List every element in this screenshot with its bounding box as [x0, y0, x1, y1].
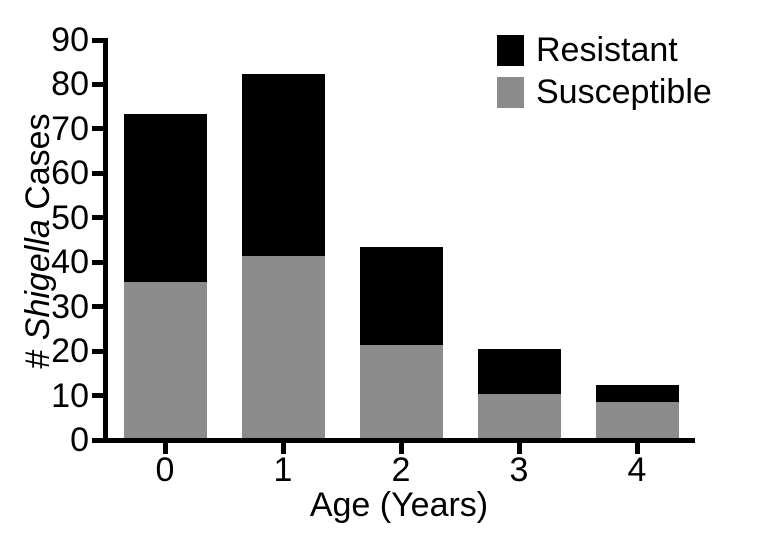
x-tick-label: 2 — [391, 451, 411, 489]
bar-segment-susceptible-age-1 — [241, 255, 325, 438]
legend-label-susceptible: Susceptible — [536, 73, 712, 111]
y-tick — [92, 81, 103, 87]
y-tick-label: 10 — [51, 376, 89, 415]
y-tick-label: 60 — [51, 154, 89, 193]
y-tick-label: 80 — [51, 65, 89, 104]
y-tick — [92, 37, 103, 43]
bar-segment-susceptible-age-3 — [477, 393, 561, 438]
x-tick — [634, 443, 640, 454]
y-tick — [92, 304, 103, 310]
y-tick-label: 0 — [70, 421, 89, 459]
legend-item-susceptible: Susceptible — [497, 71, 712, 113]
x-tick-label: 3 — [509, 451, 529, 489]
y-tick — [92, 437, 103, 443]
y-tick-label: 90 — [51, 21, 89, 59]
y-tick — [92, 126, 103, 132]
y-tick-label: 20 — [51, 332, 89, 371]
x-axis-line — [103, 438, 695, 443]
y-tick-label: 50 — [51, 198, 89, 237]
y-tick — [92, 259, 103, 265]
legend-label-resistant: Resistant — [536, 31, 678, 69]
x-tick-label: 1 — [273, 451, 293, 489]
bar-segment-susceptible-age-0 — [123, 282, 207, 438]
x-tick-label: 4 — [627, 451, 647, 489]
y-tick-label: 30 — [51, 287, 89, 326]
y-tick-label: 70 — [51, 109, 89, 148]
bar-segment-resistant-age-2 — [359, 246, 443, 345]
x-axis-label: Age (Years) — [309, 486, 489, 524]
bar-segment-susceptible-age-4 — [595, 402, 679, 438]
y-axis-line — [103, 38, 108, 443]
legend: Resistant Susceptible — [497, 29, 712, 113]
x-tick — [398, 443, 404, 454]
y-tick — [92, 215, 103, 221]
y-tick-label: 40 — [51, 243, 89, 282]
bar-segment-resistant-age-3 — [477, 349, 561, 394]
legend-swatch-susceptible-icon — [497, 76, 524, 108]
x-tick-label: 0 — [155, 451, 175, 489]
x-tick — [280, 443, 286, 454]
bar-segment-susceptible-age-2 — [359, 344, 443, 438]
y-tick — [92, 393, 103, 399]
bar-segment-resistant-age-0 — [123, 113, 207, 283]
bar-segment-resistant-age-1 — [241, 73, 325, 256]
y-tick — [92, 348, 103, 354]
y-tick — [92, 170, 103, 176]
bar-segment-resistant-age-4 — [595, 384, 679, 403]
x-tick — [162, 443, 168, 454]
legend-item-resistant: Resistant — [497, 29, 712, 71]
legend-swatch-resistant-icon — [497, 34, 524, 66]
x-tick — [516, 443, 522, 454]
